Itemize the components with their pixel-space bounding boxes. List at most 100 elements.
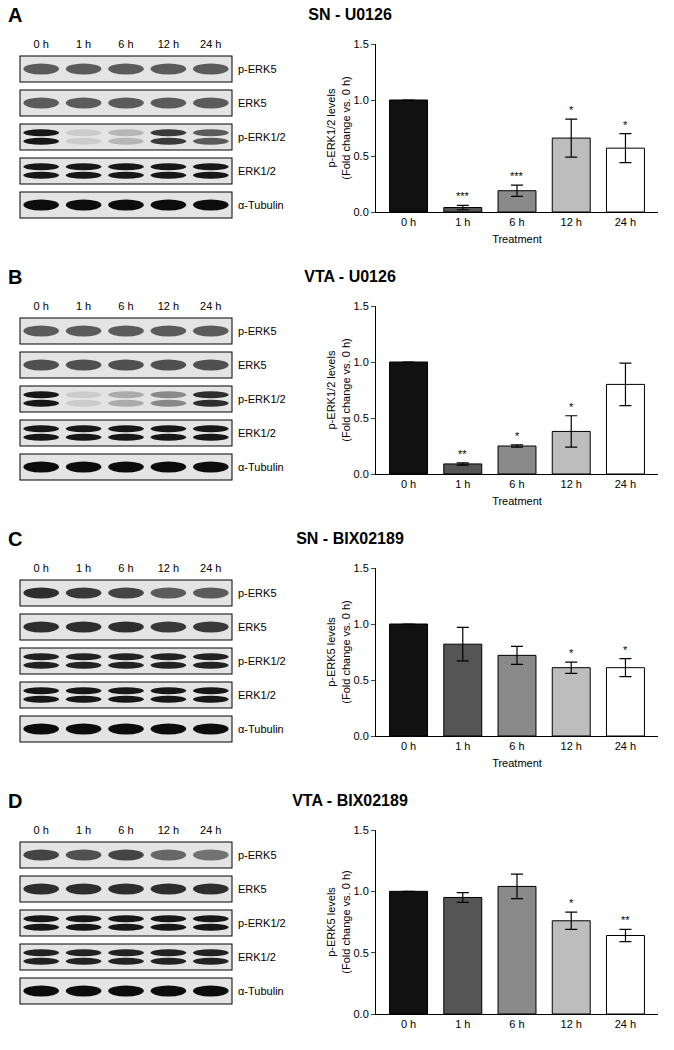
svg-text:*: *: [569, 647, 574, 659]
svg-text:24 h: 24 h: [200, 824, 221, 836]
svg-text:24 h: 24 h: [200, 300, 221, 312]
svg-text:1.5: 1.5: [354, 38, 369, 50]
svg-text:p-ERK5: p-ERK5: [238, 63, 277, 75]
svg-text:p-ERK5: p-ERK5: [238, 587, 277, 599]
svg-text:12 h: 12 h: [158, 562, 179, 574]
svg-text:*: *: [569, 897, 574, 909]
svg-text:0 h: 0 h: [401, 1018, 416, 1030]
html-text:VTA - U0126: VTA - U0126: [304, 268, 396, 285]
svg-text:1 h: 1 h: [76, 824, 91, 836]
svg-text:α-Tubulin: α-Tubulin: [238, 985, 284, 997]
svg-text:24 h: 24 h: [615, 478, 636, 490]
svg-text:p-ERK1/2: p-ERK1/2: [238, 393, 286, 405]
svg-text:0 h: 0 h: [34, 300, 49, 312]
svg-text:ERK5: ERK5: [238, 359, 267, 371]
svg-text:6 h: 6 h: [118, 824, 133, 836]
svg-text:24 h: 24 h: [200, 38, 221, 50]
svg-text:0.0: 0.0: [354, 468, 369, 480]
svg-text:***: ***: [456, 190, 470, 202]
svg-text:Treatment: Treatment: [492, 495, 542, 507]
svg-text:12 h: 12 h: [561, 478, 582, 490]
svg-text:0 h: 0 h: [34, 824, 49, 836]
svg-text:**: **: [458, 448, 467, 460]
svg-text:6 h: 6 h: [118, 300, 133, 312]
svg-text:0 h: 0 h: [34, 562, 49, 574]
svg-text:6 h: 6 h: [509, 1018, 524, 1030]
html-text:VTA - BIX02189: VTA - BIX02189: [292, 792, 408, 809]
svg-text:0.0: 0.0: [354, 1008, 369, 1020]
svg-text:ERK5: ERK5: [238, 883, 267, 895]
svg-text:ERK1/2: ERK1/2: [238, 951, 276, 963]
svg-text:1.0: 1.0: [354, 356, 369, 368]
svg-text:12 h: 12 h: [158, 824, 179, 836]
svg-text:**: **: [621, 914, 630, 926]
svg-text:p-ERK1/2: p-ERK1/2: [238, 655, 286, 667]
html-text:B: B: [8, 266, 23, 288]
svg-text:Treatment: Treatment: [492, 757, 542, 769]
svg-text:p-ERK5 levels(Fold change vs.: p-ERK5 levels(Fold change vs. 0 h): [325, 870, 351, 973]
svg-text:12 h: 12 h: [158, 300, 179, 312]
svg-text:6 h: 6 h: [509, 478, 524, 490]
svg-text:ERK5: ERK5: [238, 621, 267, 633]
svg-text:α-Tubulin: α-Tubulin: [238, 461, 284, 473]
svg-text:ERK1/2: ERK1/2: [238, 165, 276, 177]
html-text:SN - U0126: SN - U0126: [308, 6, 392, 23]
svg-text:p-ERK1/2: p-ERK1/2: [238, 917, 286, 929]
svg-text:p-ERK1/2: p-ERK1/2: [238, 131, 286, 143]
svg-text:1 h: 1 h: [455, 1018, 470, 1030]
svg-text:ERK1/2: ERK1/2: [238, 427, 276, 439]
svg-text:1 h: 1 h: [455, 216, 470, 228]
svg-text:***: ***: [510, 170, 524, 182]
svg-text:p-ERK5 levels(Fold change vs.: p-ERK5 levels(Fold change vs. 0 h): [325, 600, 351, 703]
svg-text:24 h: 24 h: [200, 562, 221, 574]
svg-text:0 h: 0 h: [401, 478, 416, 490]
svg-text:0.0: 0.0: [354, 730, 369, 742]
svg-text:0.5: 0.5: [354, 947, 369, 959]
svg-text:0 h: 0 h: [401, 216, 416, 228]
svg-text:1 h: 1 h: [76, 300, 91, 312]
svg-text:ERK1/2: ERK1/2: [238, 689, 276, 701]
svg-text:0.5: 0.5: [354, 150, 369, 162]
svg-text:6 h: 6 h: [509, 216, 524, 228]
svg-text:1.0: 1.0: [354, 885, 369, 897]
svg-text:1 h: 1 h: [76, 38, 91, 50]
svg-text:12 h: 12 h: [561, 740, 582, 752]
svg-text:12 h: 12 h: [561, 216, 582, 228]
svg-text:12 h: 12 h: [158, 38, 179, 50]
svg-text:p-ERK1/2 levels(Fold change vs: p-ERK1/2 levels(Fold change vs. 0 h): [325, 76, 351, 179]
svg-text:24 h: 24 h: [615, 216, 636, 228]
svg-text:1 h: 1 h: [76, 562, 91, 574]
svg-text:1 h: 1 h: [455, 740, 470, 752]
svg-text:*: *: [569, 401, 574, 413]
svg-text:α-Tubulin: α-Tubulin: [238, 199, 284, 211]
svg-text:1.5: 1.5: [354, 824, 369, 836]
svg-text:α-Tubulin: α-Tubulin: [238, 723, 284, 735]
html-text:A: A: [8, 4, 23, 26]
svg-text:*: *: [623, 644, 628, 656]
svg-text:*: *: [515, 430, 520, 442]
svg-text:0.5: 0.5: [354, 412, 369, 424]
svg-text:1.5: 1.5: [354, 562, 369, 574]
svg-text:12 h: 12 h: [561, 1018, 582, 1030]
svg-text:*: *: [569, 104, 574, 116]
svg-text:1.0: 1.0: [354, 94, 369, 106]
svg-text:24 h: 24 h: [615, 1018, 636, 1030]
svg-text:1 h: 1 h: [455, 478, 470, 490]
svg-text:*: *: [623, 119, 628, 131]
svg-text:p-ERK5: p-ERK5: [238, 325, 277, 337]
svg-text:0.5: 0.5: [354, 674, 369, 686]
html-text:SN - BIX02189: SN - BIX02189: [296, 530, 404, 547]
svg-text:0 h: 0 h: [401, 740, 416, 752]
svg-text:ERK5: ERK5: [238, 97, 267, 109]
svg-text:0.0: 0.0: [354, 206, 369, 218]
svg-text:6 h: 6 h: [118, 562, 133, 574]
svg-text:24 h: 24 h: [615, 740, 636, 752]
svg-text:1.5: 1.5: [354, 300, 369, 312]
svg-text:p-ERK5: p-ERK5: [238, 849, 277, 861]
svg-text:Treatment: Treatment: [492, 233, 542, 245]
svg-text:p-ERK1/2 levels(Fold change vs: p-ERK1/2 levels(Fold change vs. 0 h): [325, 338, 351, 441]
svg-text:1.0: 1.0: [354, 618, 369, 630]
svg-text:6 h: 6 h: [509, 740, 524, 752]
svg-text:0 h: 0 h: [34, 38, 49, 50]
svg-text:6 h: 6 h: [118, 38, 133, 50]
